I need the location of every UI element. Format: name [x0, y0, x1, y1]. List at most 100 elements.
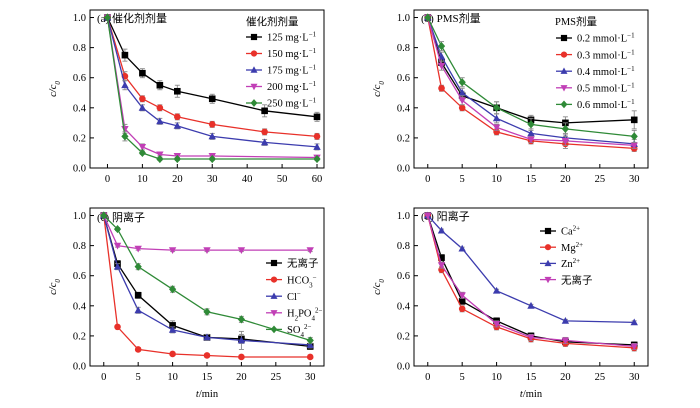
y-tick-label: 0.8 [397, 241, 410, 252]
data-point [527, 334, 535, 342]
data-point [630, 318, 638, 326]
series-line [427, 215, 635, 348]
legend-marker [544, 244, 552, 251]
x-tick-label: 0 [425, 372, 430, 383]
series-4: SO42− [100, 211, 314, 345]
data-point [203, 352, 211, 359]
x-tick-label: 10 [491, 174, 502, 185]
panel-a: 0.0 0.2 0.4 0.6 0.8 1.0 0 10 20 30 40 50 60 c/c0 (a) 催… [48, 9, 325, 185]
panel-title: (b) PMS剂量 [421, 11, 481, 25]
data-point [168, 285, 177, 294]
y-tick-label: 0.2 [397, 331, 410, 342]
data-point [313, 143, 321, 150]
legend-label: SO42− [287, 323, 311, 339]
legend-label: HCO3− [287, 273, 317, 289]
data-point [103, 13, 112, 22]
data-point [237, 336, 246, 344]
legend-marker [560, 67, 568, 74]
y-axis-label: c/c0 [48, 279, 62, 295]
x-tick-label: 60 [312, 174, 323, 185]
y-tick-label: 0.2 [73, 331, 86, 342]
y-tick-label: 0.6 [73, 73, 86, 84]
series-0: 125 mg·L−1 [104, 14, 321, 122]
data-point [437, 226, 446, 234]
data-point [113, 262, 122, 270]
data-point [168, 325, 177, 333]
panel-d: 0.0 0.2 0.4 0.6 0.8 1.0 0 5 10 15 20 25 30 c/c0 t/min (… [372, 207, 649, 400]
data-point [561, 138, 570, 145]
x-tick-label: 20 [172, 174, 183, 185]
y-tick-label: 0.4 [397, 103, 411, 114]
data-point [424, 212, 432, 220]
x-tick-label: 10 [491, 372, 502, 383]
data-point [156, 81, 164, 89]
series-line [106, 17, 318, 148]
data-point [114, 323, 121, 331]
series-3: 无离子 [424, 212, 638, 351]
x-tick-label: 10 [137, 174, 148, 185]
x-tick-label: 5 [136, 372, 141, 383]
legend-marker [250, 99, 258, 107]
x-tick-label: 20 [236, 372, 247, 383]
data-point [492, 124, 501, 132]
series-line [427, 215, 635, 349]
legend-label: 250 mg·L−1 [267, 97, 317, 110]
data-point [121, 132, 129, 141]
y-tick-label: 0.2 [73, 133, 86, 144]
y-tick-label: 0.0 [73, 164, 86, 175]
y-tick-label: 0.8 [73, 43, 86, 54]
legend-label: Mg2+ [561, 241, 583, 254]
data-point [306, 247, 314, 255]
legend-label: 0.3 mmol·L−1 [577, 48, 635, 61]
data-point [238, 353, 245, 361]
data-point [156, 154, 164, 164]
panel-title: (d) 阳离子 [421, 209, 470, 223]
data-point [208, 121, 216, 128]
data-point [458, 78, 466, 87]
legend-marker [270, 292, 278, 299]
legend-marker [560, 51, 568, 58]
data-point [437, 262, 446, 270]
y-tick-label: 0.2 [397, 133, 410, 144]
data-point [458, 297, 466, 305]
legend-title: PMS剂量 [555, 15, 598, 28]
data-point [260, 138, 269, 146]
legend-marker [270, 276, 278, 283]
x-tick-label: 30 [207, 174, 218, 185]
data-point [139, 95, 146, 103]
panel-b: 0.0 0.2 0.4 0.6 0.8 1.0 0 5 10 15 20 25 30 c/c0 (b) PM… [372, 9, 649, 185]
data-point [561, 316, 570, 324]
legend-label: 175 mg·L−1 [267, 64, 317, 77]
data-point [458, 292, 466, 300]
legend-label: 0.2 mmol·L−1 [577, 32, 635, 45]
legend-marker [250, 33, 258, 41]
y-tick-label: 0.6 [73, 271, 86, 282]
data-point [203, 307, 211, 316]
legend-marker [560, 100, 568, 109]
data-point [437, 42, 446, 51]
data-point [134, 306, 142, 314]
data-point [113, 224, 122, 234]
data-point [134, 262, 142, 271]
series-3: 0.5 mmol·L−1 [424, 14, 638, 150]
data-point [492, 114, 501, 122]
y-tick-label: 0.0 [73, 362, 86, 373]
legend-marker [250, 66, 258, 73]
legend-marker [544, 227, 552, 235]
data-point [173, 121, 182, 129]
legend-label: Ca2+ [561, 225, 580, 238]
x-tick-label: 5 [460, 174, 465, 185]
data-point [169, 350, 176, 358]
series-1: Mg2+ [424, 212, 638, 352]
data-point [438, 84, 445, 92]
data-point [168, 247, 177, 255]
data-point [156, 104, 164, 112]
x-tick-label: 30 [629, 174, 640, 185]
series-line [103, 215, 311, 342]
y-tick-label: 0.4 [397, 301, 411, 312]
data-point [138, 103, 147, 111]
series-1: HCO3− [100, 212, 317, 361]
x-tick-label: 0 [425, 174, 430, 185]
data-point [134, 291, 142, 299]
series-line [427, 215, 635, 346]
